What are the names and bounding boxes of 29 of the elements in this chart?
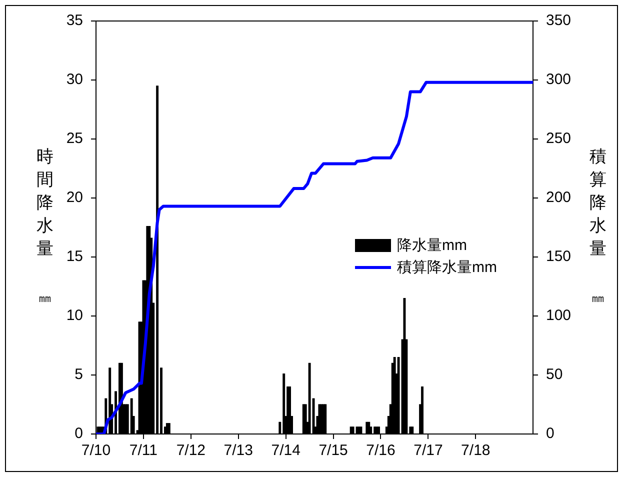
y2-tick-label: 350 xyxy=(546,12,572,30)
y-tick-label: 15 xyxy=(66,248,83,266)
x-tick-label: 7/11 xyxy=(129,442,158,460)
y2-tick-label: 100 xyxy=(546,307,572,324)
y2-tick-label: 150 xyxy=(546,248,572,266)
y-tick-label: 35 xyxy=(66,12,83,30)
y-tick-label: 5 xyxy=(74,366,83,384)
text: 積算降水量㎜ xyxy=(590,147,606,305)
y-tick-label: 10 xyxy=(66,307,83,324)
x-tick-label: 7/18 xyxy=(461,442,490,460)
y-tick-label: 20 xyxy=(66,189,83,206)
y-tick-label: 25 xyxy=(66,130,83,148)
x-tick-label: 7/13 xyxy=(224,442,253,460)
y2-tick-label: 50 xyxy=(546,366,563,384)
y2-tick-label: 300 xyxy=(546,71,572,88)
x-tick-label: 7/16 xyxy=(366,442,396,460)
x-tick-label: 7/10 xyxy=(81,442,111,460)
legend-label: 降水量mm xyxy=(397,236,467,254)
legend-label: 積算降水量mm xyxy=(397,258,497,276)
y2-tick-label: 0 xyxy=(546,425,554,442)
x-tick-label: 7/17 xyxy=(414,442,443,460)
y-tick-label: 0 xyxy=(74,425,83,442)
x-tick-label: 7/12 xyxy=(176,442,206,460)
y2-tick-label: 250 xyxy=(546,130,572,148)
x-tick-label: 7/14 xyxy=(271,442,300,460)
text: 時間降水量㎜ xyxy=(36,147,54,305)
y2-tick-label: 200 xyxy=(546,189,572,206)
y-tick-label: 30 xyxy=(66,71,83,88)
x-tick-label: 7/15 xyxy=(318,442,348,460)
